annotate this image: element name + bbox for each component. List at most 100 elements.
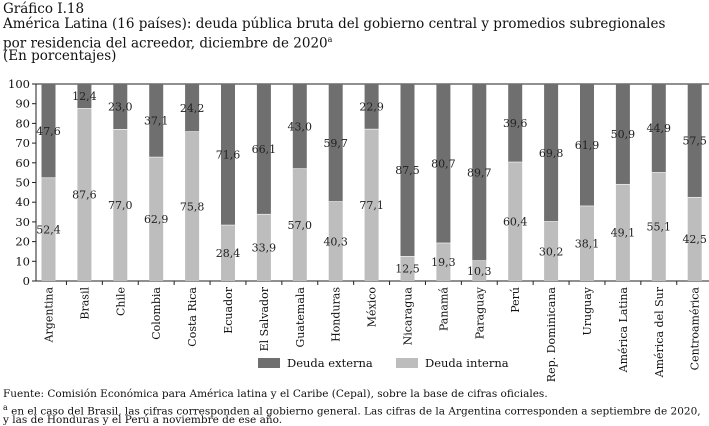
bar-segment-externa bbox=[328, 84, 343, 202]
bar-segment-interna bbox=[400, 256, 415, 281]
data-label-externa: 71,6 bbox=[216, 149, 241, 162]
bar-segment-externa bbox=[544, 84, 559, 222]
x-tick-label: Perú bbox=[509, 287, 522, 313]
title-footnote-marker: a bbox=[327, 35, 333, 44]
data-label-interna: 57,0 bbox=[288, 219, 313, 232]
data-label-externa: 59,7 bbox=[323, 137, 348, 150]
data-label-externa: 44,9 bbox=[647, 122, 672, 135]
chart-subtitle: (En porcentajes) bbox=[3, 48, 117, 64]
x-tick-label: Colombia bbox=[150, 287, 163, 340]
x-tick-label: Costa Rica bbox=[186, 287, 199, 347]
data-label-interna: 38,1 bbox=[575, 237, 600, 250]
bar-segment-externa bbox=[41, 84, 56, 178]
data-label-interna: 40,3 bbox=[323, 235, 348, 248]
y-tick-label: 0 bbox=[23, 274, 30, 288]
data-label-externa: 61,9 bbox=[575, 139, 600, 152]
bar-segment-externa bbox=[508, 84, 523, 163]
bar-segment-externa bbox=[687, 84, 702, 198]
bar-segment-externa bbox=[651, 84, 666, 173]
bar-segment-interna bbox=[651, 172, 666, 281]
bar-segment-interna bbox=[508, 162, 523, 281]
bar-segment-externa bbox=[580, 84, 594, 206]
legend-swatch-interna bbox=[396, 358, 418, 368]
x-tick-label: Panamá bbox=[437, 287, 450, 332]
bar-segment-interna bbox=[544, 221, 559, 281]
data-label-externa: 89,7 bbox=[467, 166, 492, 179]
x-tick-label: Ecuador bbox=[222, 286, 235, 333]
data-label-externa: 22,9 bbox=[359, 101, 384, 114]
data-label-externa: 57,5 bbox=[682, 135, 707, 148]
bar-segment-interna bbox=[472, 260, 487, 281]
x-tick-label: Argentina bbox=[43, 287, 56, 344]
y-tick-label: 100 bbox=[8, 77, 30, 91]
data-label-externa: 43,0 bbox=[288, 120, 313, 133]
bar-segment-externa bbox=[149, 84, 164, 158]
legend-swatch-externa bbox=[258, 358, 280, 368]
footnote-line1: a en el caso del Brasil, las cifras corr… bbox=[3, 401, 701, 419]
data-label-interna: 52,4 bbox=[36, 223, 61, 236]
bar-segment-externa bbox=[256, 84, 271, 215]
data-label-interna: 28,4 bbox=[216, 247, 241, 260]
data-label-interna: 49,1 bbox=[611, 227, 636, 240]
data-label-externa: 50,9 bbox=[611, 128, 636, 141]
bar-segment-interna bbox=[221, 225, 235, 281]
bar-segment-interna bbox=[185, 131, 200, 281]
x-tick-label: Paraguay bbox=[473, 286, 486, 339]
x-tick-label: Uruguay bbox=[581, 286, 594, 335]
bar-segment-externa bbox=[185, 84, 200, 132]
bar-segment-externa bbox=[364, 84, 379, 130]
bar-segment-interna bbox=[364, 129, 379, 281]
bar-segment-externa bbox=[472, 84, 487, 261]
data-label-externa: 80,7 bbox=[431, 157, 456, 170]
x-tick-label: Centroamérica bbox=[689, 287, 702, 371]
bar-segment-externa bbox=[400, 84, 415, 257]
y-tick-label: 30 bbox=[15, 215, 30, 229]
x-tick-label: Honduras bbox=[330, 287, 343, 342]
bar-segment-interna bbox=[436, 242, 451, 281]
y-tick-label: 60 bbox=[15, 156, 30, 170]
data-label-externa: 39,6 bbox=[503, 117, 528, 130]
bar-segment-externa bbox=[615, 84, 630, 185]
bar-segment-interna bbox=[149, 157, 164, 281]
x-tick-label: Nicaragua bbox=[402, 287, 415, 346]
bar-segment-externa bbox=[77, 84, 92, 109]
data-label-interna: 30,2 bbox=[539, 245, 564, 258]
bar-segment-interna bbox=[328, 201, 343, 281]
data-label-interna: 12,5 bbox=[395, 263, 420, 276]
bar-segment-interna bbox=[615, 184, 630, 281]
data-label-interna: 75,8 bbox=[180, 200, 205, 213]
data-label-externa: 69,8 bbox=[539, 147, 564, 160]
x-tick-label: El Salvador bbox=[258, 286, 271, 351]
bar-segment-interna bbox=[292, 168, 307, 281]
bar-segment-interna bbox=[113, 129, 128, 281]
bar-segment-externa bbox=[292, 84, 307, 169]
bar-segment-interna bbox=[580, 205, 594, 281]
y-tick-label: 70 bbox=[15, 136, 30, 150]
y-tick-label: 10 bbox=[15, 254, 30, 268]
bar-segment-interna bbox=[256, 214, 271, 281]
chart-title-line1: América Latina (16 países): deuda públic… bbox=[3, 16, 666, 32]
data-label-externa: 47,6 bbox=[36, 125, 61, 138]
y-tick-label: 40 bbox=[15, 195, 30, 209]
data-label-interna: 87,6 bbox=[72, 189, 97, 202]
bar-segment-interna bbox=[41, 177, 56, 281]
data-label-externa: 87,5 bbox=[395, 164, 420, 177]
x-tick-label: América Latina bbox=[617, 287, 630, 374]
data-label-interna: 19,3 bbox=[431, 256, 456, 269]
data-label-externa: 24,2 bbox=[180, 102, 205, 115]
y-tick-label: 90 bbox=[15, 97, 30, 111]
data-label-interna: 62,9 bbox=[144, 213, 169, 226]
data-label-interna: 42,5 bbox=[682, 233, 707, 246]
chart-title-line2: por residencia del acreedor, diciembre d… bbox=[3, 32, 332, 52]
bar-segment-externa bbox=[436, 84, 451, 243]
y-tick-label: 20 bbox=[15, 235, 30, 249]
bar-segment-externa bbox=[113, 84, 128, 130]
chart-title-line2-text: por residencia del acreedor, diciembre d… bbox=[3, 35, 328, 52]
x-tick-label: Brasil bbox=[78, 287, 91, 320]
source-note: Fuente: Comisión Económica para América … bbox=[3, 388, 548, 400]
data-label-interna: 33,9 bbox=[252, 242, 277, 255]
x-tick-label: América del Sur bbox=[653, 286, 666, 378]
legend-label-externa: Deuda externa bbox=[287, 356, 373, 370]
bar-segment-externa bbox=[221, 84, 235, 226]
